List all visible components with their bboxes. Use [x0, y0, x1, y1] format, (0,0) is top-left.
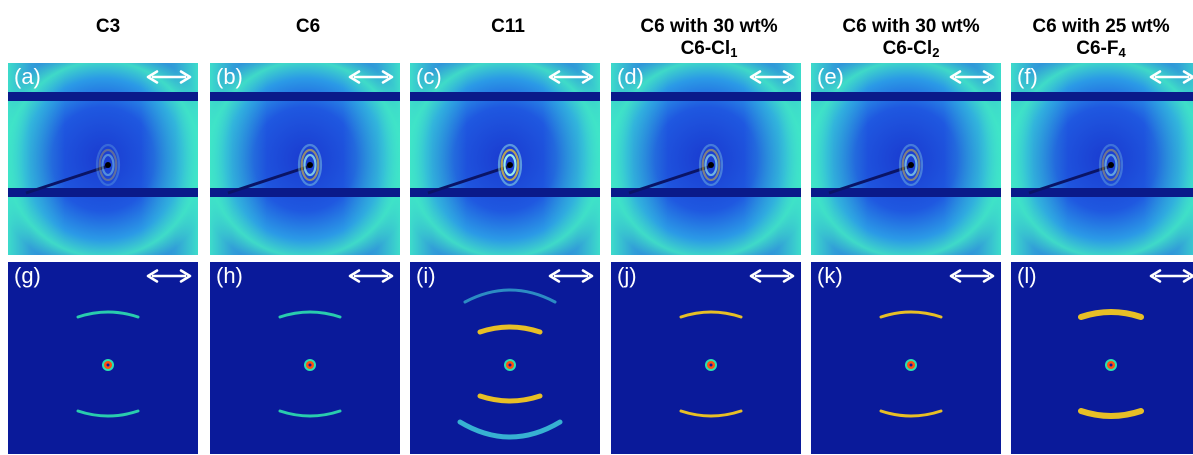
double-arrow-icon — [348, 70, 394, 84]
diffraction-panel: (l) — [1011, 262, 1193, 454]
diffraction-image — [410, 63, 600, 255]
diffraction-panel: (i) — [410, 262, 600, 454]
column-title-line2: C6-F4 — [1076, 38, 1126, 60]
double-arrow-icon — [548, 269, 594, 283]
column-title: C11 — [491, 16, 525, 37]
panel-label: (e) — [817, 64, 844, 89]
diffraction-image — [8, 63, 198, 255]
panel-label: (h) — [216, 263, 243, 288]
column-title-line2: C6-Cl1 — [680, 38, 738, 60]
diffraction-panel: (h) — [210, 262, 400, 454]
panel-label: (a) — [14, 64, 41, 89]
diffraction-panel: (e) — [811, 63, 1001, 255]
diffraction-image — [8, 262, 198, 454]
double-arrow-icon — [146, 269, 192, 283]
column-title-line2: C6-Cl2 — [882, 38, 940, 60]
diffraction-panel: (d) — [611, 63, 801, 255]
diffraction-image — [1011, 63, 1193, 255]
diffraction-panel: (b) — [210, 63, 400, 255]
double-arrow-icon — [348, 269, 394, 283]
diffraction-panel: (g) — [8, 262, 198, 454]
panel-label: (c) — [416, 64, 442, 89]
panel-label: (i) — [416, 263, 436, 288]
panel-label: (f) — [1017, 64, 1038, 89]
column-title: C3 — [95, 16, 121, 37]
diffraction-panel: (f) — [1011, 63, 1193, 255]
double-arrow-icon — [146, 70, 192, 84]
double-arrow-icon — [749, 269, 795, 283]
diffraction-image — [410, 262, 600, 454]
diffraction-image — [611, 262, 801, 454]
column-title: C6 — [295, 16, 321, 37]
diffraction-image — [611, 63, 801, 255]
column-title-line1: C6 with 30 wt% — [640, 16, 778, 37]
double-arrow-icon — [749, 70, 795, 84]
diffraction-image — [210, 63, 400, 255]
diffraction-panel: (j) — [611, 262, 801, 454]
panel-label: (l) — [1017, 263, 1037, 288]
diffraction-image — [811, 262, 1001, 454]
column-title-line1: C6 with 25 wt% — [1032, 16, 1170, 37]
diffraction-panel: (a) — [8, 63, 198, 255]
double-arrow-icon — [949, 70, 995, 84]
panel-label: (g) — [14, 263, 41, 288]
panel-label: (d) — [617, 64, 644, 89]
panel-label: (b) — [216, 64, 243, 89]
panel-label: (j) — [617, 263, 637, 288]
column-title-line1: C6 with 30 wt% — [842, 16, 980, 37]
diffraction-panel: (k) — [811, 262, 1001, 454]
panel-label: (k) — [817, 263, 843, 288]
double-arrow-icon — [1149, 70, 1193, 84]
double-arrow-icon — [548, 70, 594, 84]
diffraction-panel: (c) — [410, 63, 600, 255]
double-arrow-icon — [1149, 269, 1193, 283]
double-arrow-icon — [949, 269, 995, 283]
diffraction-image — [811, 63, 1001, 255]
diffraction-image — [1011, 262, 1193, 454]
diffraction-image — [210, 262, 400, 454]
